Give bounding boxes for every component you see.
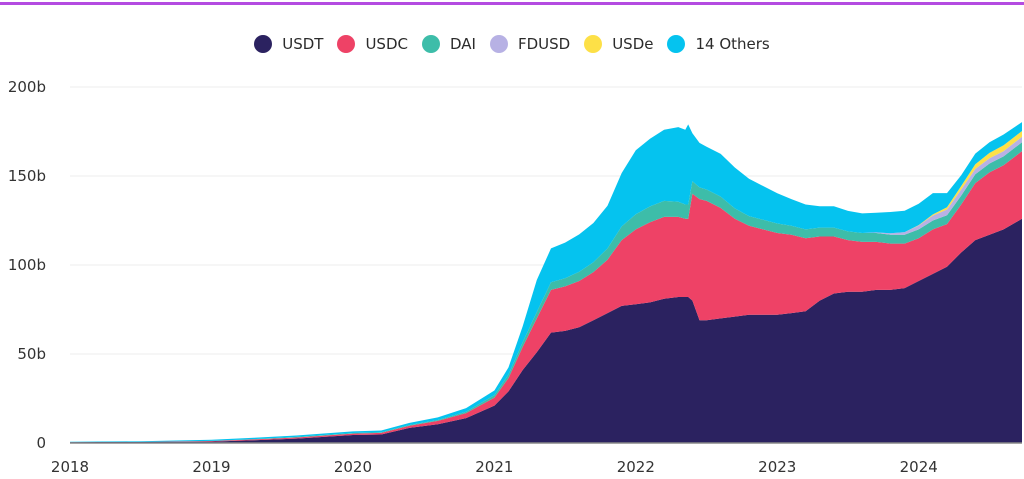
legend-item[interactable]: USDe: [584, 35, 653, 53]
area-14-others[interactable]: [70, 122, 1022, 443]
legend-label: FDUSD: [517, 35, 571, 53]
x-tick-label: 2020: [334, 458, 372, 476]
top-accent-bar: [0, 2, 1024, 5]
legend-label: USDe: [612, 35, 654, 53]
y-tick-label: 150b: [8, 167, 46, 185]
chart-legend: USDT USDC DAI FDUSD USDe 14 Others: [0, 35, 1024, 53]
x-tick-label: 2019: [192, 458, 230, 476]
y-tick-label: 50b: [17, 345, 46, 363]
y-axis-ticks: 0 50b 100b 150b 200b: [8, 78, 46, 452]
legend-swatch-icon: [254, 35, 273, 53]
legend-item[interactable]: DAI: [421, 35, 476, 53]
legend-label: USDC: [365, 35, 408, 53]
legend-swatch-icon: [337, 35, 356, 53]
x-axis-ticks: 2018 2019 2020 2021 2022 2023 2024: [51, 458, 938, 476]
x-tick-label: 2023: [758, 458, 796, 476]
y-tick-label: 200b: [8, 78, 46, 96]
legend-swatch-icon: [584, 35, 603, 53]
x-tick-label: 2022: [617, 458, 655, 476]
legend-swatch-icon: [489, 35, 508, 53]
y-tick-label: 100b: [8, 256, 46, 274]
x-tick-label: 2021: [475, 458, 513, 476]
legend-item[interactable]: 14 Others: [667, 35, 770, 53]
legend-item[interactable]: FDUSD: [489, 35, 571, 53]
legend-item[interactable]: USDC: [337, 35, 408, 53]
area-usdt[interactable]: [70, 218, 1022, 443]
legend-swatch-icon: [667, 35, 686, 53]
series-areas: [70, 122, 1022, 444]
legend-label: USDT: [282, 35, 324, 53]
legend-label: 14 Others: [695, 35, 770, 53]
x-tick-label: 2024: [900, 458, 938, 476]
legend-label: DAI: [449, 35, 476, 53]
y-tick-label: 0: [36, 434, 46, 452]
legend-swatch-icon: [421, 35, 440, 53]
x-tick-label: 2018: [51, 458, 89, 476]
legend-item[interactable]: USDT: [254, 35, 323, 53]
